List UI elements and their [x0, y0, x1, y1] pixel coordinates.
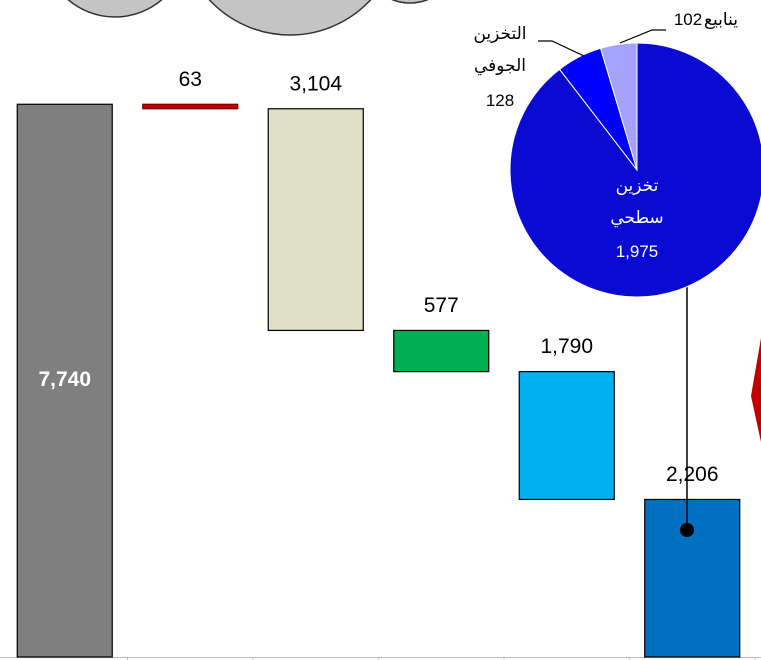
data-label: 1,790: [540, 335, 593, 358]
pie-value-label: 1,975: [615, 242, 659, 261]
pie-label: التخزين الجوفي: [473, 24, 527, 75]
bar: [393, 329, 490, 373]
bar: [518, 371, 615, 501]
pie-value-label: 102: [673, 10, 703, 29]
data-label: 3,104: [289, 72, 342, 95]
connector-dot: [680, 523, 694, 537]
red-shape: [751, 338, 761, 442]
data-label: 2,206: [666, 463, 719, 486]
data-label: 63: [179, 68, 202, 91]
leader-line: [538, 40, 585, 57]
pie-label: تخزين سطحي: [610, 176, 664, 227]
leader-line: [619, 29, 666, 44]
bar: [16, 103, 113, 658]
data-label: 7,740: [38, 368, 91, 391]
cloud: [67, 0, 429, 36]
pie-value-label: 128: [485, 91, 515, 110]
pie-slice: [509, 42, 761, 298]
bar: [267, 108, 364, 332]
bar: [644, 498, 741, 658]
bar: [142, 103, 239, 110]
pie-label: ينابيع: [704, 10, 738, 29]
data-label: 577: [424, 294, 459, 317]
pie-slice: [599, 42, 638, 171]
